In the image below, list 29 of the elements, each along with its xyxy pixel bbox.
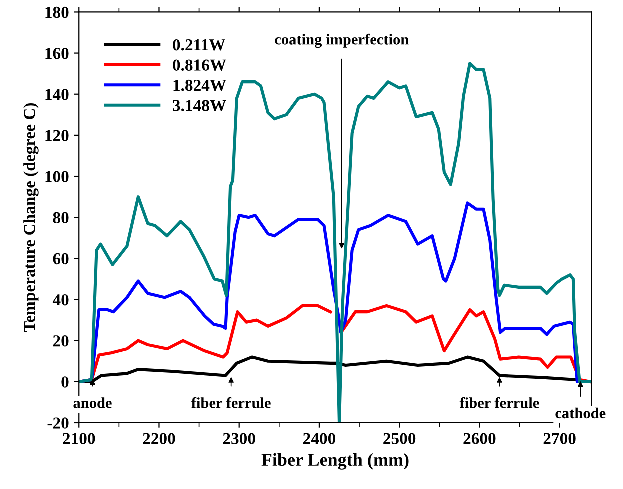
y-tick-label: 20 — [53, 336, 69, 347]
y-tick-label: 80 — [53, 212, 69, 224]
y-axis-title: Temperature Change (degree C) — [24, 103, 39, 332]
legend-label: 3.148W — [173, 100, 226, 112]
y-tick-label: 120 — [46, 130, 69, 142]
y-tick-label: 100 — [46, 171, 69, 182]
y-tick-label: 60 — [53, 253, 69, 265]
y-tick-label: -20 — [48, 418, 69, 429]
x-tick-label: 2500 — [384, 433, 416, 444]
y-tick-label: 180 — [46, 6, 69, 18]
y-tick-label: 160 — [46, 48, 69, 60]
annotation: cathode — [556, 408, 606, 419]
y-tick-label: 40 — [52, 294, 69, 306]
y-tick-label: 140 — [46, 89, 69, 100]
annotation: anode — [74, 398, 112, 408]
x-tick-label: 2300 — [223, 433, 256, 444]
annotation: fiber ferrule — [460, 397, 540, 408]
annotation: coating imperfection — [275, 34, 409, 48]
x-tick-label: 2600 — [464, 433, 496, 444]
x-tick-label: 2400 — [303, 433, 336, 444]
legend-label: 0.816W — [173, 60, 226, 72]
x-tick-label: 2200 — [143, 433, 176, 444]
annotation: fiber ferrule — [192, 397, 271, 408]
x-tick-label: 2700 — [544, 433, 576, 444]
legend-label: 0.211W — [173, 39, 226, 51]
legend-label: 1.824W — [174, 80, 226, 92]
y-tick-label: 0 — [62, 376, 69, 388]
x-axis-title: Fiber Length (mm) — [262, 453, 409, 470]
x-tick-label: 2100 — [63, 433, 96, 444]
